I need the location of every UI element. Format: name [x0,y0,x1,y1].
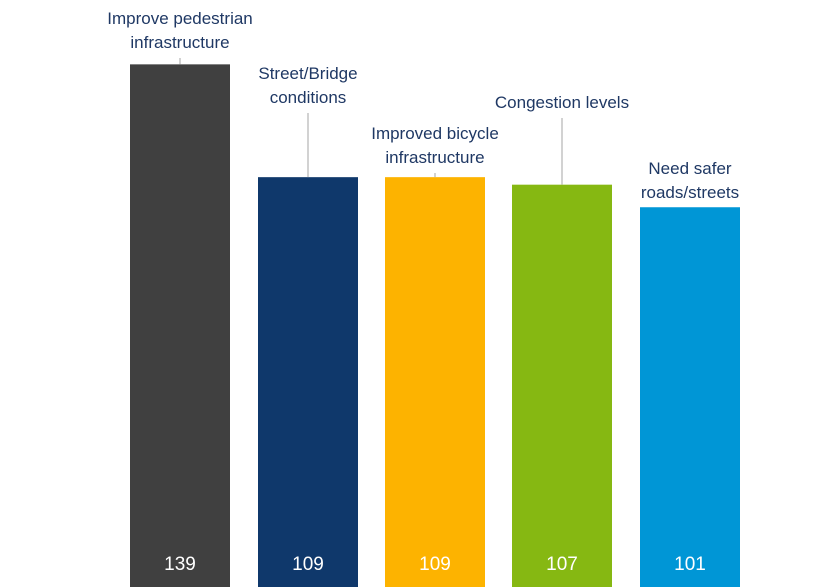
category-label: Need safer roads/streets [641,159,739,202]
category-label-line: Need safer [648,159,731,178]
category-label: Congestion levels [495,93,629,112]
bar [640,207,740,587]
category-label-line: infrastructure [385,148,484,167]
value-label: 109 [419,554,451,575]
category-label-line: Street/Bridge [258,64,357,83]
value-label: 109 [292,554,324,575]
bar [385,177,485,587]
category-label-line: infrastructure [130,33,229,52]
value-label: 107 [546,554,578,575]
category-label-line: Improved bicycle [371,124,499,143]
category-label-line: Congestion levels [495,93,629,112]
category-label: Street/Bridge conditions [258,64,357,107]
category-label-line: conditions [270,88,347,107]
category-label: Improve pedestrian infrastructure [107,9,253,52]
value-label: 101 [674,554,706,575]
category-label-line: roads/streets [641,183,739,202]
bar [258,177,358,587]
value-label: 139 [164,554,196,575]
bar [130,64,230,587]
category-label-line: Improve pedestrian [107,9,253,28]
bar [512,184,612,587]
category-label: Improved bicycle infrastructure [371,124,499,167]
